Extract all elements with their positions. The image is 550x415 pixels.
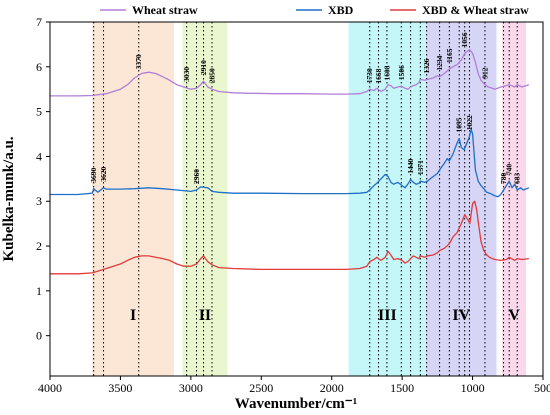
x-axis: 4000 3500 3000 2500 2000 1500 1000 500 bbox=[38, 376, 550, 395]
y-tick-label: 7 bbox=[36, 15, 42, 29]
x-tick-label: 4000 bbox=[38, 381, 62, 395]
region-label: I bbox=[130, 307, 136, 324]
peak-label: 740 bbox=[505, 164, 514, 176]
y-tick-label: 3 bbox=[36, 194, 42, 208]
legend-label: XBD bbox=[328, 3, 354, 17]
y-tick-label: 4 bbox=[36, 149, 42, 163]
x-tick-label: 2000 bbox=[320, 381, 344, 395]
peak-label: 1668 bbox=[374, 68, 383, 83]
peak-label: 1371 bbox=[416, 160, 425, 175]
legend-label: Wheat straw bbox=[132, 3, 198, 17]
y-axis-title: Kubelka-munk/a.u. bbox=[1, 136, 17, 261]
y-tick-label: 0 bbox=[36, 329, 42, 343]
legend: Wheat straw XBD XBD & Wheat straw bbox=[100, 3, 529, 17]
series-lines bbox=[50, 49, 530, 275]
region-labels: I II III IV V bbox=[130, 307, 520, 324]
peak-label: 1165 bbox=[445, 48, 454, 63]
peak-label: 683 bbox=[513, 173, 522, 185]
peak-label: 2960 bbox=[192, 169, 201, 184]
legend-label: XBD & Wheat straw bbox=[422, 3, 529, 17]
series-line bbox=[50, 128, 530, 198]
peak-label: 1440 bbox=[406, 158, 415, 173]
peak-label: 3620 bbox=[99, 167, 108, 182]
peak-label: 780 bbox=[499, 173, 508, 185]
region-label: II bbox=[199, 307, 211, 324]
series-line bbox=[50, 200, 529, 275]
x-axis-title: Wavenumber/cm⁻¹ bbox=[235, 396, 357, 412]
y-tick-label: 2 bbox=[36, 239, 42, 253]
peak-label: 1506 bbox=[397, 65, 406, 80]
peak-label: 1056 bbox=[460, 32, 469, 47]
peak-label: 1095 bbox=[455, 117, 464, 132]
y-tick-label: 1 bbox=[36, 284, 42, 298]
x-tick-label: 1500 bbox=[390, 381, 414, 395]
shaded-regions bbox=[92, 22, 527, 376]
region-label: IV bbox=[452, 307, 470, 324]
x-tick-label: 2500 bbox=[249, 381, 273, 395]
region-band bbox=[502, 22, 527, 376]
x-tick-label: 3500 bbox=[108, 381, 132, 395]
y-axis: 0 1 2 3 4 5 6 7 bbox=[36, 15, 50, 343]
peak-label: 2910 bbox=[199, 60, 208, 75]
region-band bbox=[182, 22, 228, 376]
region-label: III bbox=[378, 307, 397, 324]
peak-label: 912 bbox=[480, 67, 489, 79]
peak-label: 1022 bbox=[465, 115, 474, 130]
x-tick-label: 3000 bbox=[179, 381, 203, 395]
y-tick-label: 5 bbox=[36, 105, 42, 119]
y-tick-label: 6 bbox=[36, 60, 42, 74]
peak-label: 3030 bbox=[182, 67, 191, 82]
peak-label: 3370 bbox=[134, 54, 143, 69]
region-label: V bbox=[508, 307, 520, 324]
peak-label: 1608 bbox=[382, 65, 391, 80]
peak-label: 3690 bbox=[89, 167, 98, 182]
peak-label: 1326 bbox=[422, 58, 431, 73]
peak-label: 2850 bbox=[207, 68, 216, 83]
x-tick-label: 500 bbox=[534, 381, 550, 395]
peak-label: 1730 bbox=[365, 68, 374, 83]
region-band bbox=[92, 22, 174, 376]
peak-lines bbox=[93, 22, 518, 376]
series-line bbox=[50, 49, 530, 97]
peak-label: 1234 bbox=[435, 55, 444, 70]
x-tick-label: 1000 bbox=[461, 381, 485, 395]
plot-frame bbox=[49, 21, 544, 377]
